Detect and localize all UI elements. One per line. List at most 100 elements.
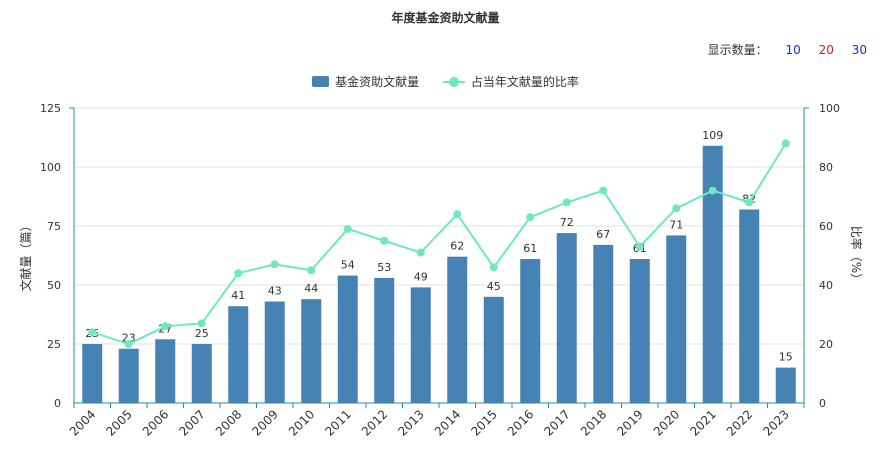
- rate-point: [197, 319, 206, 328]
- bar-value-label: 62: [450, 240, 464, 253]
- rate-point: [672, 204, 681, 213]
- line-swatch-icon: [442, 76, 465, 87]
- x-tick-label: 2016: [505, 407, 536, 438]
- x-tick-label: 2007: [176, 407, 207, 438]
- y-tick-label-left: 100: [40, 161, 61, 174]
- display-count-option-30[interactable]: 30: [851, 43, 867, 57]
- bar: [520, 259, 541, 403]
- legend-line-label: 占当年文献量的比率: [470, 75, 579, 89]
- y-tick-label-right: 20: [819, 338, 833, 351]
- chart-legend: 基金资助文献量 占当年文献量的比率: [0, 73, 891, 90]
- y-axis-left-title: 文献量（篇）: [18, 219, 33, 291]
- x-tick-label: 2015: [468, 407, 499, 438]
- x-tick-label: 2022: [724, 407, 755, 438]
- bar: [264, 301, 285, 403]
- x-tick-label: 2011: [322, 407, 353, 438]
- legend-item-bar[interactable]: 基金资助文献量: [312, 73, 419, 90]
- bar: [483, 296, 504, 403]
- bar-value-label: 15: [779, 351, 793, 364]
- display-count-option-20[interactable]: 20: [818, 43, 834, 57]
- x-tick-label: 2008: [213, 407, 244, 438]
- bar: [702, 145, 723, 403]
- rate-point: [526, 213, 535, 222]
- y-tick-label-left: 75: [47, 220, 61, 233]
- y-tick-label-right: 40: [819, 279, 833, 292]
- x-tick-label: 2013: [395, 407, 426, 438]
- rate-point: [416, 248, 425, 257]
- x-tick-label: 2005: [103, 407, 134, 438]
- bar: [593, 244, 614, 403]
- rate-point: [489, 263, 498, 272]
- x-tick-label: 2020: [651, 407, 682, 438]
- rate-point: [635, 242, 644, 251]
- rate-point: [88, 328, 97, 337]
- bar: [118, 348, 139, 403]
- rate-point: [270, 260, 279, 269]
- bar: [556, 233, 577, 403]
- y-tick-label-right: 60: [819, 220, 833, 233]
- y-tick-label-left: 50: [47, 279, 61, 292]
- bar-value-label: 61: [523, 242, 537, 255]
- chart-title: 年度基金资助文献量: [391, 11, 500, 25]
- x-tick-label: 2010: [286, 407, 317, 438]
- bar-value-label: 71: [669, 218, 683, 231]
- x-tick-label: 2014: [432, 407, 463, 438]
- bar-swatch-icon: [312, 76, 330, 87]
- rate-point: [453, 210, 462, 219]
- bar: [374, 277, 395, 403]
- x-tick-label: 2012: [359, 407, 390, 438]
- y-tick-label-right: 80: [819, 161, 833, 174]
- legend-bar-label: 基金资助文献量: [335, 75, 420, 89]
- display-count-label: 显示数量：: [707, 43, 768, 57]
- bar: [447, 256, 468, 403]
- bar: [191, 344, 212, 403]
- display-count-option-10[interactable]: 10: [785, 43, 801, 57]
- bar: [337, 275, 358, 403]
- bar: [155, 339, 176, 403]
- y-tick-label-left: 125: [40, 102, 61, 115]
- bar: [301, 299, 322, 403]
- bar: [82, 344, 103, 403]
- x-tick-label: 2021: [687, 407, 718, 438]
- x-tick-label: 2006: [140, 407, 171, 438]
- rate-point: [745, 198, 754, 207]
- rate-point: [307, 266, 316, 275]
- rate-point: [708, 186, 717, 195]
- rate-line: [91, 142, 787, 346]
- bar-value-label: 53: [377, 261, 391, 274]
- bar-value-label: 67: [596, 228, 610, 241]
- x-tick-label: 2004: [67, 407, 98, 438]
- bar-value-label: 41: [231, 289, 245, 302]
- rate-point: [161, 322, 170, 331]
- bar: [775, 367, 796, 403]
- rate-point: [380, 236, 389, 245]
- bar: [739, 209, 760, 403]
- rate-point: [343, 224, 352, 233]
- bar-value-label: 109: [702, 129, 723, 142]
- bar-value-label: 25: [195, 327, 209, 340]
- rate-point: [562, 198, 571, 207]
- bar: [410, 287, 431, 403]
- rate-point: [781, 139, 790, 148]
- y-tick-label-right: 100: [819, 102, 840, 115]
- y-axis-right-title: 比率（%）: [849, 226, 864, 285]
- x-tick-label: 2018: [578, 407, 609, 438]
- legend-item-line[interactable]: 占当年文献量的比率: [442, 73, 579, 90]
- y-tick-label-left: 25: [47, 338, 61, 351]
- bar-value-label: 44: [304, 282, 318, 295]
- y-tick-label-left: 0: [54, 397, 61, 410]
- bar-value-label: 45: [487, 280, 501, 293]
- display-count-selector: 显示数量： 10 20 30: [708, 41, 867, 58]
- bar: [629, 259, 650, 403]
- rate-point: [599, 186, 608, 195]
- x-tick-label: 2019: [614, 407, 645, 438]
- rate-point: [124, 340, 133, 348]
- x-tick-label: 2009: [249, 407, 280, 438]
- bar-value-label: 72: [560, 216, 574, 229]
- bar-value-label: 49: [414, 270, 428, 283]
- x-tick-label: 2023: [760, 407, 791, 438]
- bar: [666, 235, 687, 403]
- bar-value-label: 43: [268, 285, 282, 298]
- x-tick-label: 2017: [541, 407, 572, 438]
